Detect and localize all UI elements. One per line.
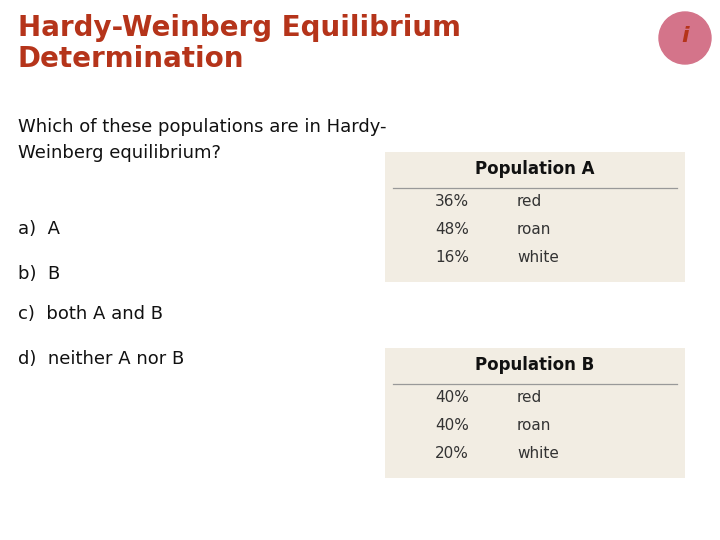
Text: Which of these populations are in Hardy-
Weinberg equilibrium?: Which of these populations are in Hardy-…: [18, 118, 387, 161]
Circle shape: [659, 12, 711, 64]
Text: Hardy-Weinberg Equilibrium
Determination: Hardy-Weinberg Equilibrium Determination: [18, 14, 461, 73]
Text: red: red: [517, 194, 542, 209]
Text: a)  A: a) A: [18, 220, 60, 238]
Text: 40%: 40%: [435, 418, 469, 433]
Text: 20%: 20%: [435, 446, 469, 461]
Text: c)  both A and B: c) both A and B: [18, 305, 163, 323]
Text: 36%: 36%: [435, 194, 469, 209]
Text: roan: roan: [517, 222, 552, 237]
Bar: [385, 348, 685, 478]
Text: red: red: [517, 390, 542, 405]
Text: white: white: [517, 446, 559, 461]
Text: Population B: Population B: [475, 356, 595, 374]
Text: d)  neither A nor B: d) neither A nor B: [18, 350, 184, 368]
Text: roan: roan: [517, 418, 552, 433]
Text: 40%: 40%: [435, 390, 469, 405]
Text: white: white: [517, 250, 559, 265]
Text: i: i: [681, 26, 689, 46]
Bar: [385, 152, 685, 282]
Text: b)  B: b) B: [18, 265, 60, 283]
Text: Population A: Population A: [475, 160, 595, 178]
Text: 48%: 48%: [435, 222, 469, 237]
Text: 16%: 16%: [435, 250, 469, 265]
